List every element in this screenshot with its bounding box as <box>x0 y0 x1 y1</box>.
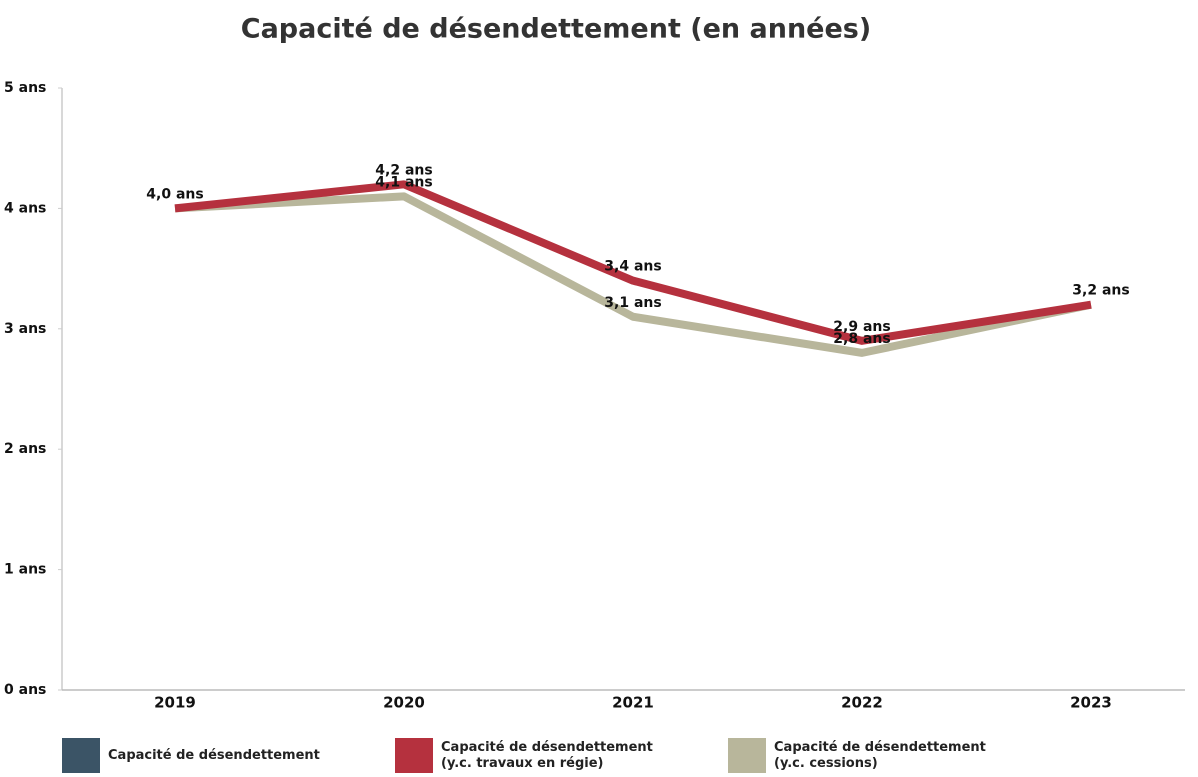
series-line <box>174 180 1092 345</box>
legend-item: Capacité de désendettement (y.c. cession… <box>728 738 999 773</box>
y-tick-label: 4 ans <box>4 200 46 216</box>
legend-label: Capacité de désendettement (y.c. travaux… <box>441 739 653 771</box>
legend-swatch <box>395 738 433 773</box>
legend-swatch <box>728 738 766 773</box>
data-label: 2,9 ans <box>833 319 890 335</box>
legend: Capacité de désendettement Capacité de dé… <box>0 738 1198 777</box>
data-label: 4,0 ans <box>146 186 203 202</box>
legend-label: Capacité de désendettement <box>108 747 320 763</box>
y-tick-label: 2 ans <box>4 441 46 457</box>
y-tick-label: 3 ans <box>4 321 46 337</box>
x-tick-label: 2022 <box>841 694 883 712</box>
x-tick-label: 2020 <box>383 694 425 712</box>
data-label: 4,2 ans <box>375 162 432 178</box>
legend-item: Capacité de désendettement (y.c. travaux… <box>395 738 666 773</box>
series-line <box>174 192 1092 357</box>
x-tick-label: 2023 <box>1070 694 1112 712</box>
legend-label: Capacité de désendettement (y.c. cession… <box>774 739 986 771</box>
x-tick-label: 2021 <box>612 694 654 712</box>
data-label: 3,4 ans <box>604 259 661 275</box>
data-label: 2,8 ans <box>833 331 890 347</box>
legend-item: Capacité de désendettement <box>62 738 320 773</box>
y-tick-label: 0 ans <box>4 682 46 698</box>
chart-title: Capacité de désendettement (en années) <box>241 14 871 45</box>
chart: Capacité de désendettement (en années) 0… <box>4 14 1185 712</box>
x-tick-label: 2019 <box>154 694 196 712</box>
y-tick-label: 1 ans <box>4 562 46 578</box>
data-label: 3,2 ans <box>1072 283 1129 299</box>
legend-swatch <box>62 738 100 773</box>
data-label: 3,1 ans <box>604 295 661 311</box>
data-label: 4,1 ans <box>375 174 432 190</box>
y-tick-label: 5 ans <box>4 80 46 96</box>
